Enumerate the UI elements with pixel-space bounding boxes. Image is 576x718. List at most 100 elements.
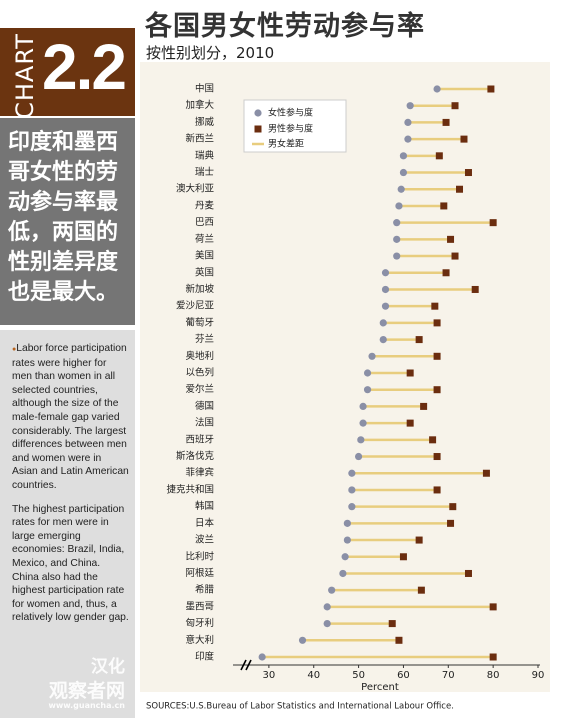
category-label: 阿根廷 [185,567,214,579]
female-dot [404,118,412,127]
female-dot [328,586,336,594]
male-square [464,569,472,577]
female-dot [363,369,372,377]
male-square [489,219,497,227]
category-label: 瑞典 [195,149,215,161]
female-dot [343,519,351,527]
male-square [433,486,441,494]
axis-break [240,659,247,671]
male-square [487,85,495,93]
female-dot [348,469,356,477]
source: SOURCES:U.S.Bureau of Labor Statistics a… [146,702,454,712]
plot-background [140,62,550,692]
x-tick-label: 70 [442,670,455,681]
watermark: 汉化 [91,657,125,677]
female-dot [298,636,307,644]
chart-number: 2.2 [42,31,127,103]
axis-break [245,659,252,671]
category-label: 荷兰 [195,233,214,245]
notes: Labor force participation rates were hig… [0,330,135,718]
category-label: 丹麦 [195,199,215,211]
male-square [464,169,472,177]
female-dot [393,252,401,260]
female-dot [323,603,331,611]
female-dot [368,352,376,360]
category-label: 爱沙尼亚 [176,300,215,312]
note: The highest participation rates for men … [12,503,129,624]
male-square [406,369,414,377]
male-square [442,118,450,126]
category-label: 爱尔兰 [185,383,214,395]
female-dot [354,452,363,461]
category-label: 比利时 [185,550,214,562]
male-square [420,402,428,410]
x-tick-label: 30 [263,670,276,681]
category-label: 意大利 [185,634,214,646]
category-label: 瑞士 [195,166,215,178]
male-square [489,653,497,661]
male-square [399,553,407,561]
male-square [433,352,441,360]
female-dot [363,386,372,394]
female-dot [393,235,401,243]
category-label: 美国 [195,250,214,262]
female-dot [393,219,401,227]
female-dot [379,319,387,327]
male-square [431,302,439,310]
male-square [451,102,459,110]
category-label: 法国 [195,417,214,429]
female-dot [406,102,414,110]
female-dot [258,653,266,661]
chart-badge: CHART 2.2 [0,28,135,119]
category-label: 挪威 [195,116,215,128]
female-dot [381,285,390,294]
female-dot [399,152,408,160]
title: 各国男女性劳动参与率 [145,11,425,42]
male-square [489,603,497,611]
category-label: 西班牙 [185,433,214,445]
category-label: 希腊 [195,584,215,596]
watermark: 观察者网 [48,680,125,702]
male-square [456,185,464,193]
female-dot [397,185,405,193]
female-dot [359,402,367,411]
male-square [471,285,479,293]
category-label: 中国 [195,83,214,95]
category-label: 葡萄牙 [185,316,214,328]
category-label: 日本 [195,517,215,529]
male-square [449,503,457,511]
category-label: 加拿大 [185,99,214,111]
category-label: 奥地利 [185,350,214,362]
male-square [433,386,441,394]
category-label: 波兰 [195,534,214,546]
x-tick-label: 50 [352,670,365,681]
watermark: www.guancha.cn [48,701,125,710]
male-square [415,536,423,544]
x-tick-label: 40 [307,670,320,681]
category-label: 斯洛伐克 [176,450,215,462]
category-label: 韩国 [195,500,214,512]
female-dot [341,553,349,561]
male-square [440,202,448,210]
category-label: 芬兰 [195,333,214,345]
x-tick-label: 60 [397,670,410,681]
legend-label: 男女差距 [268,138,304,150]
legend-male [254,125,262,133]
x-tick-label: 90 [532,670,545,681]
female-dot [381,302,390,310]
female-dot [379,335,387,344]
female-dot [348,503,356,511]
female-dot [323,619,331,628]
legend-label: 女性参与度 [268,107,313,119]
female-dot [433,85,441,93]
subtitle: 按性别划分，2010 [146,44,275,62]
male-square [460,135,468,143]
male-square [417,586,425,594]
category-label: 菲律宾 [185,467,214,479]
male-square [429,436,437,444]
female-dot [381,269,390,277]
female-dot [399,168,408,177]
male-square [435,152,443,160]
category-label: 捷克共和国 [166,483,214,495]
